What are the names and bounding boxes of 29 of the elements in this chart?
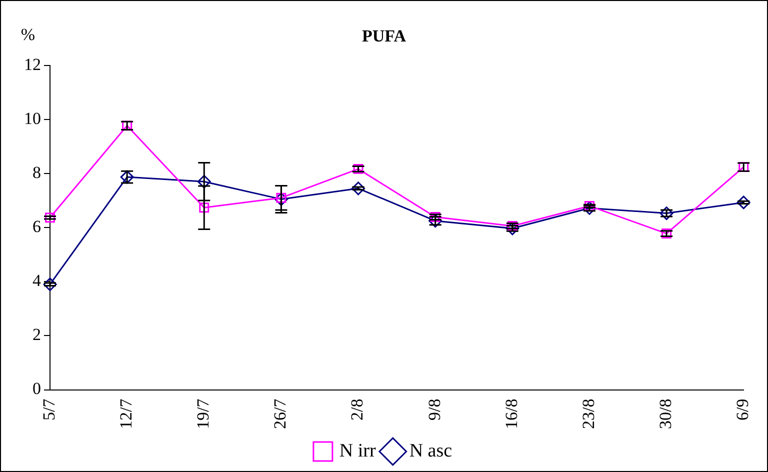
- y-tick-label: 0: [32, 379, 41, 398]
- x-tick-label: 9/8: [424, 398, 444, 421]
- x-tick-label: 6/9: [733, 398, 752, 421]
- point: [199, 202, 210, 213]
- x-tick-label: 12/7: [116, 398, 136, 430]
- y-tick-label: 2: [32, 325, 41, 344]
- x-tick-label: 30/8: [656, 398, 675, 430]
- point: [274, 192, 288, 206]
- y-tick-label: 6: [32, 217, 41, 236]
- x-tick-label: 5/7: [39, 398, 58, 421]
- y-tick-label: 8: [32, 162, 41, 182]
- y-tick-label: 12: [24, 54, 41, 74]
- chart-title: PUFA: [362, 26, 407, 46]
- x-tick-label: 2/8: [348, 398, 367, 421]
- point: [43, 278, 57, 292]
- x-tick-label: 23/8: [578, 398, 598, 430]
- legend-label: N irr: [339, 440, 377, 462]
- y-tick-label: 10: [24, 108, 41, 128]
- point: [352, 182, 366, 196]
- point: [736, 196, 750, 210]
- point: [45, 212, 55, 223]
- point: [660, 206, 674, 220]
- y-axis-title: %: [20, 24, 36, 44]
- x-tick-label: 26/7: [270, 398, 290, 430]
- x-tick-label: 19/7: [194, 398, 213, 430]
- point: [197, 174, 211, 188]
- y-tick-label: 4: [32, 271, 42, 290]
- legend-label: N asc: [409, 440, 452, 462]
- x-tick-label: 16/8: [502, 398, 521, 430]
